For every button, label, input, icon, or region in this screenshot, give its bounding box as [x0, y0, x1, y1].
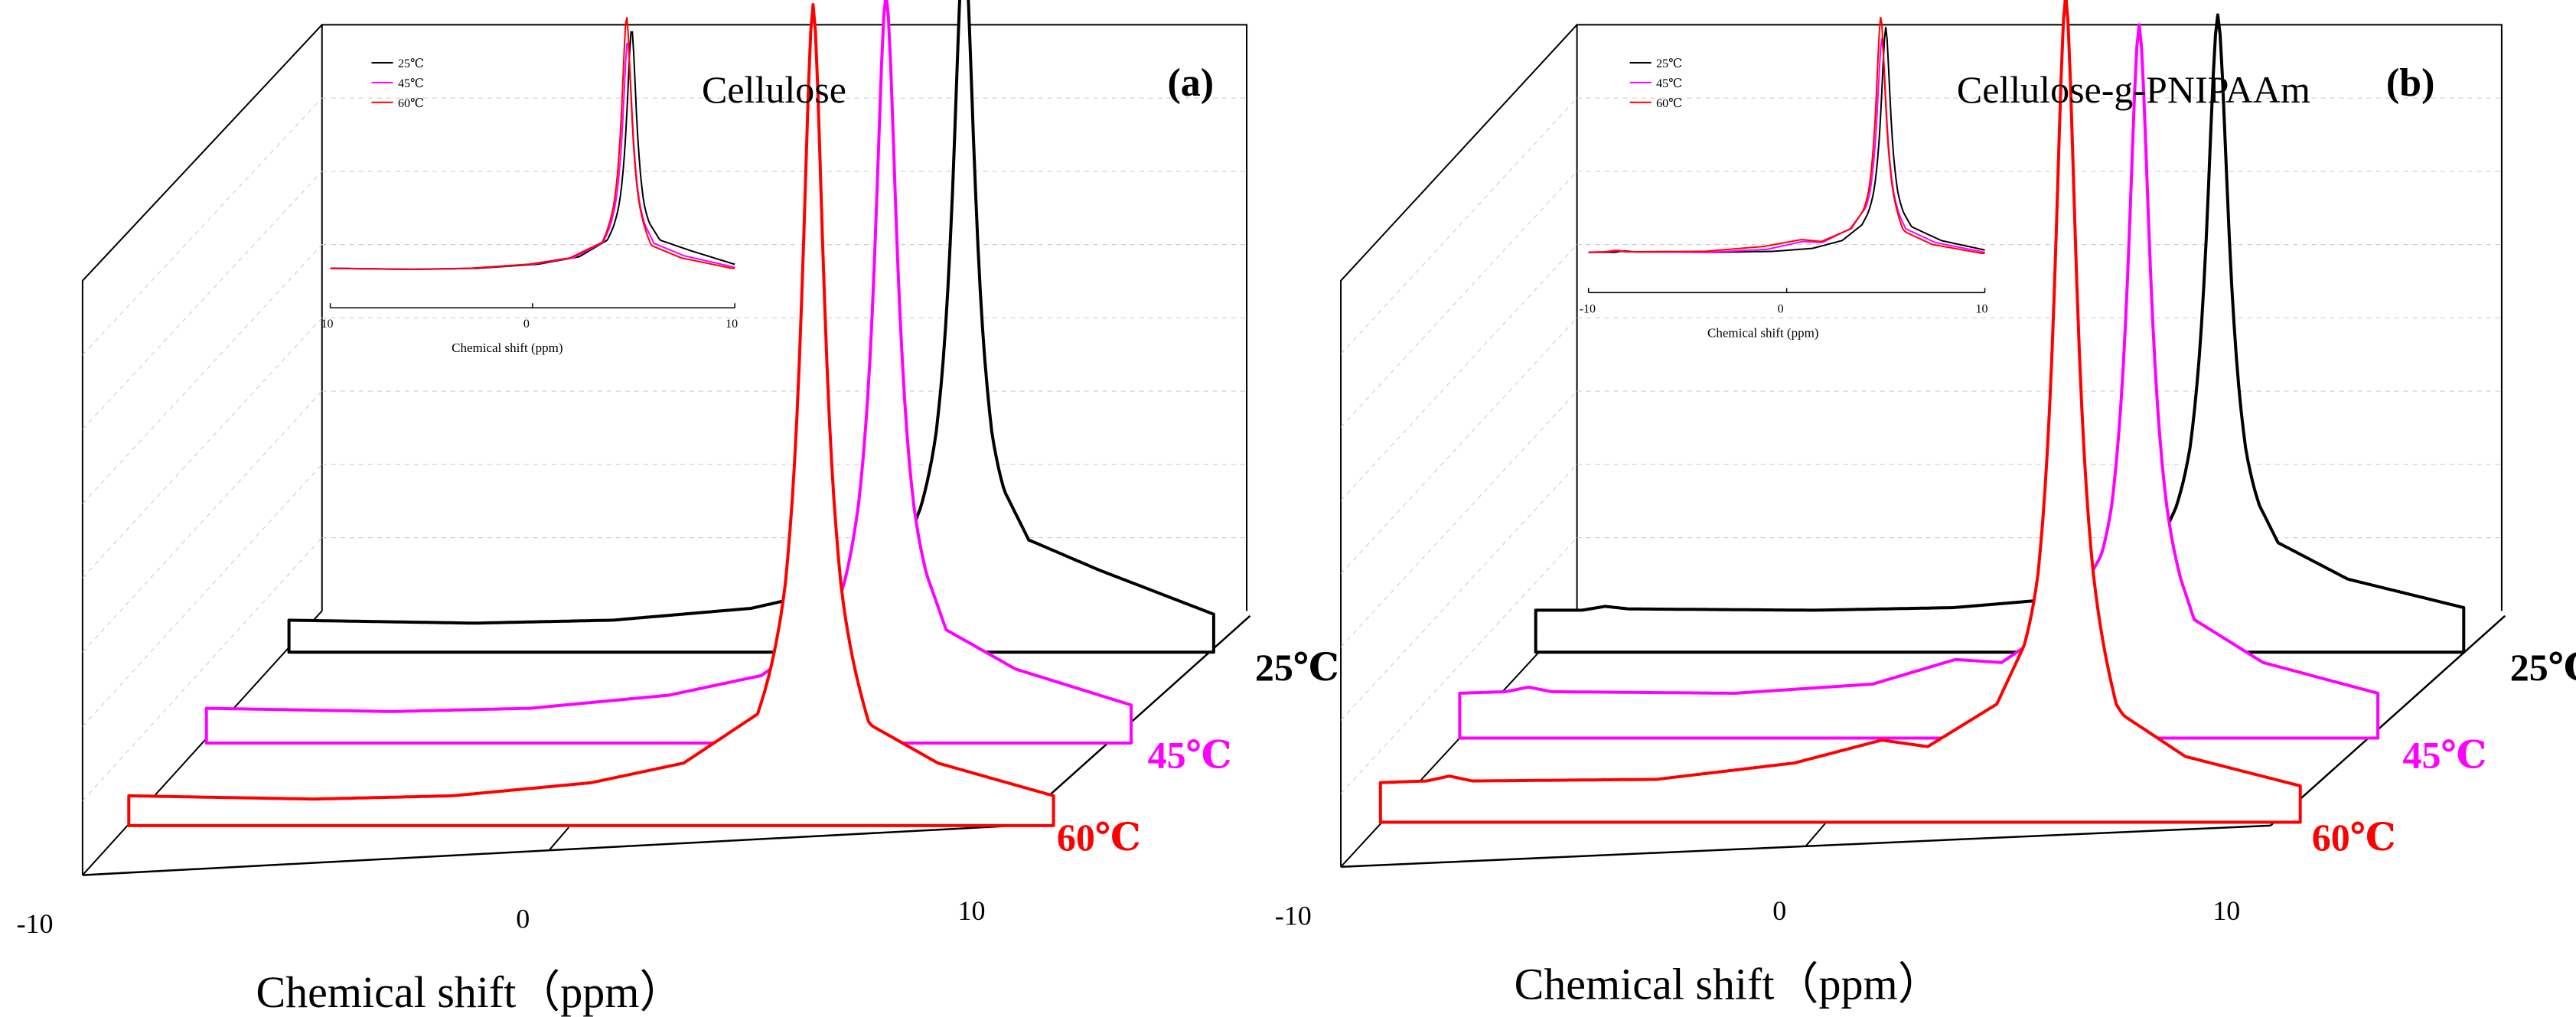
- inset-tick-label: 0: [523, 318, 530, 331]
- left-grid-line: [82, 390, 323, 653]
- left-grid-line: [1340, 97, 1577, 354]
- x-tick-label: 0: [516, 904, 530, 934]
- x-axis-line: [1340, 824, 2271, 869]
- series-label: 60℃: [1057, 816, 1141, 859]
- inset-trace-2: [330, 43, 735, 270]
- left-grid-line: [82, 171, 323, 430]
- series-label: 45℃: [2402, 733, 2486, 776]
- x-tick-mark: [1805, 822, 1827, 847]
- left-grid-line: [82, 97, 323, 356]
- x-axis-title: Chemical shift（ppm）: [256, 967, 683, 1017]
- left-grid-line: [1340, 318, 1577, 575]
- series-label: 45℃: [1148, 733, 1232, 776]
- inset-trace-3: [330, 17, 735, 270]
- inset-x-axis-title: Chemical shift (ppm): [452, 341, 562, 355]
- inset-tick-label: 10: [1976, 302, 1988, 315]
- spectrum-trace-3: [1378, 0, 2302, 824]
- inset-legend-label: 60℃: [1656, 97, 1682, 110]
- left-wall-frame: [1340, 24, 1578, 867]
- panel-title: Cellulose: [702, 68, 846, 111]
- x-axis-title: Chemical shift（ppm）: [1515, 959, 1942, 1009]
- left-grid-line: [1340, 390, 1577, 647]
- left-grid-line: [1340, 464, 1577, 721]
- panel-label: (b): [2386, 61, 2435, 105]
- left-grid-line: [82, 537, 323, 801]
- depth-axis-line: [2269, 614, 2506, 826]
- inset-x-axis-title: Chemical shift (ppm): [1707, 325, 1818, 340]
- left-grid-line: [82, 318, 323, 579]
- spectrum-trace-2: [204, 0, 1133, 745]
- left-grid-line: [1340, 244, 1577, 501]
- spectrum-trace-1: [287, 0, 1215, 654]
- inset-legend-label: 45℃: [398, 77, 424, 90]
- spectrum-trace-1: [1534, 13, 2466, 654]
- inset-tick-label: 10: [726, 318, 738, 331]
- spectrum-trace-3: [127, 3, 1055, 827]
- inset-chart: -10 0 10 Chemical shift (ppm) 25℃ 45℃ 60℃: [1580, 17, 1988, 340]
- inset-legend-label: 60℃: [398, 97, 424, 110]
- inset-tick-label: -10: [1580, 302, 1596, 315]
- left-grid-line: [1340, 537, 1577, 794]
- series-label: 25℃: [2510, 646, 2576, 689]
- x-tick-label: 0: [1772, 895, 1786, 926]
- x-tick-label: 10: [2212, 895, 2240, 926]
- series-label: 60℃: [2312, 816, 2396, 859]
- x-tick-label: 10: [957, 895, 985, 926]
- panel-label: (a): [1167, 61, 1214, 105]
- spectrum-trace-2: [1458, 23, 2380, 740]
- left-wall-frame: [81, 24, 323, 875]
- inset-chart: 10 0 10 Chemical shift (ppm) 25℃ 45℃ 60℃: [321, 17, 738, 355]
- left-grid-line: [1340, 171, 1577, 428]
- inset-tick-label: 0: [1778, 302, 1784, 315]
- floor-left-edge: [82, 610, 323, 876]
- x-tick-label: -10: [1275, 900, 1312, 931]
- x-tick-mark: [548, 826, 570, 851]
- inset-trace-1: [1588, 27, 1985, 253]
- series-label: 25℃: [1255, 646, 1339, 689]
- inset-trace-3: [1588, 17, 1985, 254]
- inset-legend-label: 45℃: [1656, 77, 1682, 90]
- inset-trace-1: [330, 31, 735, 270]
- x-tick-label: -10: [17, 908, 54, 939]
- inset-trace-2: [1588, 38, 1985, 253]
- left-grid-line: [82, 244, 323, 504]
- left-grid-line: [82, 464, 323, 727]
- panel-title: Cellulose-g-PNIPAAm: [1957, 68, 2310, 111]
- inset-legend-label: 25℃: [1656, 57, 1682, 70]
- inset-legend-label: 25℃: [398, 57, 424, 70]
- inset-tick-label: 10: [321, 318, 334, 331]
- x-axis-line: [82, 824, 1016, 876]
